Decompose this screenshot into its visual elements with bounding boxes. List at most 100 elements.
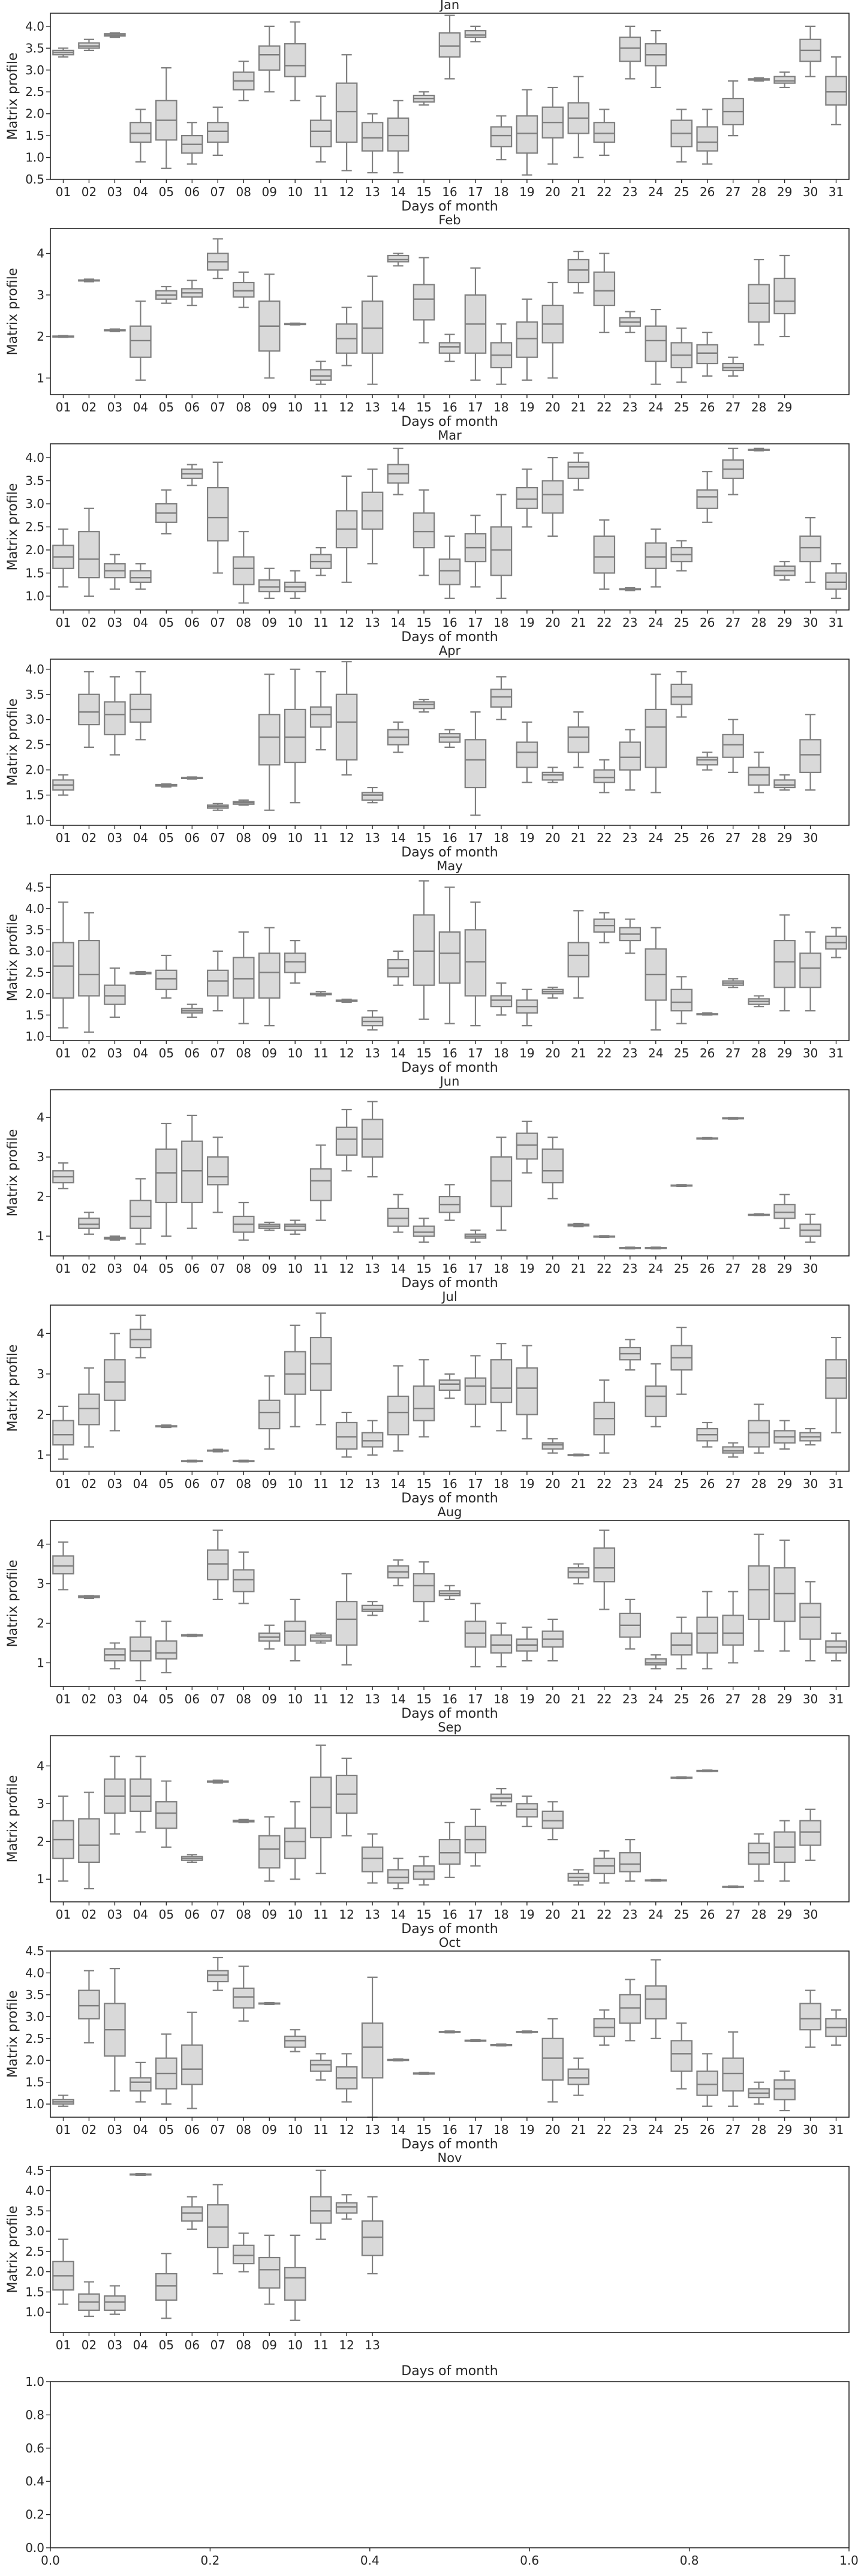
box-day-21 bbox=[567, 2057, 590, 2096]
box-day-06 bbox=[181, 279, 203, 306]
x-tick-label: 23 bbox=[622, 400, 637, 414]
y-tick-label: 4.0 bbox=[25, 662, 44, 677]
box-day-26 bbox=[696, 1591, 718, 1670]
x-tick-label: 07 bbox=[210, 1692, 225, 1706]
box-day-05 bbox=[155, 954, 177, 999]
box-day-12 bbox=[335, 2053, 358, 2103]
box-day-03 bbox=[104, 2285, 126, 2315]
iqr-box bbox=[207, 1156, 229, 1186]
x-tick-label: 22 bbox=[597, 615, 612, 630]
iqr-box bbox=[722, 734, 744, 758]
y-tick-label: 2.5 bbox=[25, 520, 44, 534]
y-tick-label: 1.0 bbox=[25, 2097, 44, 2111]
box-day-03 bbox=[104, 328, 126, 332]
y-tick-label: 3.5 bbox=[25, 41, 44, 55]
iqr-box bbox=[825, 76, 847, 106]
x-tick-label: 10 bbox=[287, 185, 302, 199]
box-day-16 bbox=[438, 886, 461, 1024]
x-tick-label: 14 bbox=[390, 1261, 405, 1276]
x-tick-label: 12 bbox=[339, 2338, 354, 2352]
iqr-box bbox=[722, 1446, 744, 1454]
x-tick-label: 06 bbox=[185, 831, 200, 845]
x-tick-label: 08 bbox=[236, 1907, 251, 1922]
box-day-07 bbox=[207, 1780, 229, 1784]
y-tick-label: 4.0 bbox=[25, 450, 44, 465]
box-day-27 bbox=[722, 80, 744, 137]
box-day-20 bbox=[541, 456, 564, 537]
x-tick-label: 02 bbox=[82, 2338, 97, 2352]
x-tick-label: 17 bbox=[468, 1046, 483, 1060]
box-day-18 bbox=[490, 115, 513, 161]
x-tick-label: 27 bbox=[725, 185, 740, 199]
x-tick-label: 01 bbox=[56, 831, 71, 845]
x-tick-label: 19 bbox=[519, 400, 534, 414]
iqr-box bbox=[541, 1148, 564, 1184]
y-tick-label: 4 bbox=[37, 247, 44, 261]
box-day-10 bbox=[284, 668, 306, 804]
iqr-box bbox=[258, 952, 281, 999]
box-day-29 bbox=[773, 561, 796, 581]
x-tick-label: 08 bbox=[236, 615, 251, 630]
y-tick-label: 1.5 bbox=[25, 128, 44, 143]
x-tick-label: 11 bbox=[313, 1692, 328, 1706]
box-day-23 bbox=[619, 1979, 642, 2042]
x-tick-label: 25 bbox=[674, 1477, 689, 1491]
box-day-26 bbox=[696, 109, 718, 165]
iqr-box bbox=[361, 2220, 384, 2256]
y-axis-label: Matrix profile bbox=[5, 1775, 20, 1863]
x-tick-label: 29 bbox=[777, 185, 792, 199]
box-day-09 bbox=[258, 927, 281, 1027]
box-day-11 bbox=[309, 991, 332, 997]
box-day-18 bbox=[490, 1137, 513, 1231]
x-tick-label: 25 bbox=[674, 831, 689, 845]
box-day-24 bbox=[645, 674, 667, 793]
y-tick-label: 4.5 bbox=[25, 1944, 44, 1958]
y-tick-label: 4.5 bbox=[25, 2163, 44, 2178]
x-tick-label: 01 bbox=[56, 400, 71, 414]
x-tick-label: 07 bbox=[210, 185, 225, 199]
x-tick-label: 18 bbox=[493, 1046, 508, 1060]
box-day-23 bbox=[619, 587, 642, 591]
x-tick-label: 21 bbox=[571, 1907, 586, 1922]
y-tick-label: 3 bbox=[37, 1367, 44, 1381]
x-tick-label: 15 bbox=[416, 1692, 431, 1706]
box-day-12 bbox=[335, 1573, 358, 1666]
box-day-12 bbox=[335, 999, 358, 1003]
x-axis-label: Days of month bbox=[401, 199, 498, 214]
y-tick-label: 3.5 bbox=[25, 687, 44, 702]
x-tick-label: 03 bbox=[107, 1907, 122, 1922]
iqr-box bbox=[438, 342, 461, 354]
iqr-box bbox=[413, 1385, 435, 1421]
box-day-29 bbox=[773, 71, 796, 89]
box-day-18 bbox=[490, 1788, 513, 1806]
box-day-02 bbox=[78, 1212, 100, 1235]
x-tick-label: 13 bbox=[365, 615, 380, 630]
iqr-box bbox=[748, 1842, 770, 1865]
iqr-box bbox=[387, 1869, 410, 1884]
y-tick-label: 2.5 bbox=[25, 85, 44, 99]
x-tick-label: 08 bbox=[236, 1692, 251, 1706]
box-day-26 bbox=[696, 1012, 718, 1016]
x-tick-label: 23 bbox=[622, 615, 637, 630]
box-day-15 bbox=[413, 91, 435, 106]
y-tick-label: 2.5 bbox=[25, 2031, 44, 2046]
box-day-08 bbox=[232, 1551, 255, 1604]
box-day-10 bbox=[284, 1219, 306, 1235]
box-day-28 bbox=[748, 995, 770, 1008]
iqr-box bbox=[464, 929, 487, 997]
x-tick-label: 21 bbox=[571, 1477, 586, 1491]
iqr-box bbox=[155, 2273, 177, 2301]
panel-title: Aug bbox=[437, 1505, 462, 1519]
box-day-22 bbox=[593, 1529, 616, 1610]
box-day-25 bbox=[670, 109, 693, 163]
box-day-15 bbox=[413, 699, 435, 713]
box-day-01 bbox=[52, 1162, 74, 1189]
x-tick-label: 04 bbox=[133, 1477, 148, 1491]
x-tick-label: 21 bbox=[571, 185, 586, 199]
iqr-box bbox=[361, 792, 384, 801]
box-day-01 bbox=[52, 2238, 74, 2305]
x-tick-label: 12 bbox=[339, 831, 354, 845]
x-tick-label: 11 bbox=[313, 831, 328, 845]
box-day-25 bbox=[670, 671, 693, 718]
